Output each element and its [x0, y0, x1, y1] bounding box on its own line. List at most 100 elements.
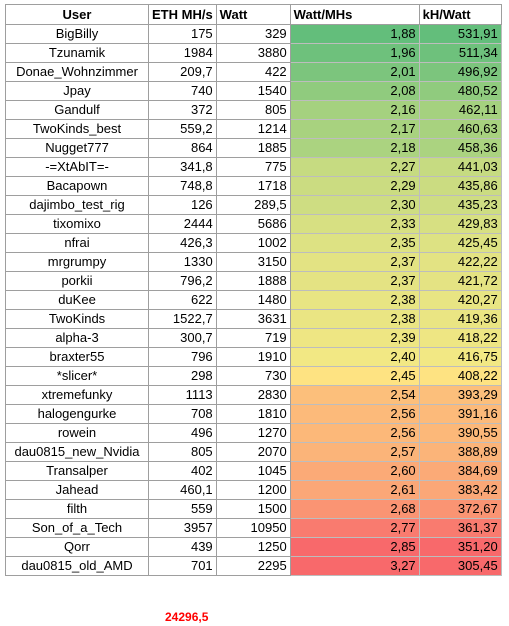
watt-per-mhs-cell[interactable]: 2,27	[289, 157, 420, 177]
watt-cell[interactable]: 2070	[215, 442, 291, 462]
kh-per-watt-cell[interactable]: 441,03	[418, 157, 502, 177]
user-cell[interactable]: xtremefunky	[5, 385, 149, 405]
kh-per-watt-cell[interactable]: 422,22	[418, 252, 502, 272]
watt-per-mhs-cell[interactable]: 2,56	[289, 404, 420, 424]
watt-per-mhs-cell[interactable]: 2,68	[289, 499, 420, 519]
watt-cell[interactable]: 1045	[215, 461, 291, 481]
user-cell[interactable]: Gandulf	[5, 100, 149, 120]
kh-per-watt-cell[interactable]: 390,55	[418, 423, 502, 443]
kh-per-watt-cell[interactable]: 435,86	[418, 176, 502, 196]
user-cell[interactable]: TwoKinds_best	[5, 119, 149, 139]
watt-per-mhs-cell[interactable]: 1,96	[289, 43, 420, 63]
user-cell[interactable]: duKee	[5, 290, 149, 310]
watt-cell[interactable]: 1200	[215, 480, 291, 500]
eth-cell[interactable]: 209,7	[148, 62, 217, 82]
watt-per-mhs-cell[interactable]: 2,08	[289, 81, 420, 101]
user-cell[interactable]: alpha-3	[5, 328, 149, 348]
user-cell[interactable]: BigBilly	[5, 24, 149, 44]
user-cell[interactable]: TwoKinds	[5, 309, 149, 329]
kh-per-watt-cell[interactable]: 429,83	[418, 214, 502, 234]
watt-per-mhs-cell[interactable]: 2,38	[289, 309, 420, 329]
kh-per-watt-cell[interactable]: 372,67	[418, 499, 502, 519]
eth-cell[interactable]: 460,1	[148, 480, 217, 500]
watt-per-mhs-cell[interactable]: 2,40	[289, 347, 420, 367]
user-cell[interactable]: -=XtAbIT=-	[5, 157, 149, 177]
kh-per-watt-cell[interactable]: 393,29	[418, 385, 502, 405]
user-cell[interactable]: tixomixo	[5, 214, 149, 234]
watt-per-mhs-cell[interactable]: 2,77	[289, 518, 420, 538]
user-cell[interactable]: porkii	[5, 271, 149, 291]
watt-cell[interactable]: 775	[215, 157, 291, 177]
kh-per-watt-cell[interactable]: 408,22	[418, 366, 502, 386]
user-cell[interactable]: Jpay	[5, 81, 149, 101]
eth-cell[interactable]: 740	[148, 81, 217, 101]
eth-cell[interactable]: 1113	[148, 385, 217, 405]
eth-cell[interactable]: 748,8	[148, 176, 217, 196]
watt-cell[interactable]: 1500	[215, 499, 291, 519]
watt-cell[interactable]: 1002	[215, 233, 291, 253]
watt-cell[interactable]: 1888	[215, 271, 291, 291]
watt-per-mhs-cell[interactable]: 2,33	[289, 214, 420, 234]
user-cell[interactable]: Transalper	[5, 461, 149, 481]
eth-cell[interactable]: 796	[148, 347, 217, 367]
watt-cell[interactable]: 730	[215, 366, 291, 386]
eth-cell[interactable]: 300,7	[148, 328, 217, 348]
eth-cell[interactable]: 3957	[148, 518, 217, 538]
watt-cell[interactable]: 719	[215, 328, 291, 348]
watt-per-mhs-cell[interactable]: 2,56	[289, 423, 420, 443]
eth-cell[interactable]: 559	[148, 499, 217, 519]
header-kh-per-watt[interactable]: kH/Watt	[418, 4, 502, 25]
watt-per-mhs-cell[interactable]: 2,01	[289, 62, 420, 82]
watt-per-mhs-cell[interactable]: 2,18	[289, 138, 420, 158]
watt-per-mhs-cell[interactable]: 1,88	[289, 24, 420, 44]
eth-cell[interactable]: 1330	[148, 252, 217, 272]
user-cell[interactable]: dau0815_new_Nvidia	[5, 442, 149, 462]
watt-per-mhs-cell[interactable]: 2,37	[289, 252, 420, 272]
kh-per-watt-cell[interactable]: 421,72	[418, 271, 502, 291]
watt-per-mhs-cell[interactable]: 2,35	[289, 233, 420, 253]
watt-cell[interactable]: 1214	[215, 119, 291, 139]
header-user[interactable]: User	[5, 4, 149, 25]
watt-cell[interactable]: 5686	[215, 214, 291, 234]
user-cell[interactable]: dajimbo_test_rig	[5, 195, 149, 215]
user-cell[interactable]: Donae_Wohnzimmer	[5, 62, 149, 82]
user-cell[interactable]: *slicer*	[5, 366, 149, 386]
eth-cell[interactable]: 2444	[148, 214, 217, 234]
header-watt[interactable]: Watt	[215, 4, 291, 25]
watt-cell[interactable]: 289,5	[215, 195, 291, 215]
user-cell[interactable]: halogengurke	[5, 404, 149, 424]
watt-cell[interactable]: 1810	[215, 404, 291, 424]
watt-per-mhs-cell[interactable]: 2,30	[289, 195, 420, 215]
watt-per-mhs-cell[interactable]: 2,29	[289, 176, 420, 196]
user-cell[interactable]: Qorr	[5, 537, 149, 557]
eth-cell[interactable]: 126	[148, 195, 217, 215]
watt-per-mhs-cell[interactable]: 3,27	[289, 556, 420, 576]
eth-cell[interactable]: 426,3	[148, 233, 217, 253]
eth-cell[interactable]: 496	[148, 423, 217, 443]
eth-cell[interactable]: 402	[148, 461, 217, 481]
user-cell[interactable]: filth	[5, 499, 149, 519]
watt-cell[interactable]: 1910	[215, 347, 291, 367]
eth-cell[interactable]: 298	[148, 366, 217, 386]
watt-per-mhs-cell[interactable]: 2,39	[289, 328, 420, 348]
eth-cell[interactable]: 341,8	[148, 157, 217, 177]
user-cell[interactable]: Nugget777	[5, 138, 149, 158]
eth-cell[interactable]: 622	[148, 290, 217, 310]
kh-per-watt-cell[interactable]: 462,11	[418, 100, 502, 120]
kh-per-watt-cell[interactable]: 388,89	[418, 442, 502, 462]
kh-per-watt-cell[interactable]: 480,52	[418, 81, 502, 101]
kh-per-watt-cell[interactable]: 435,23	[418, 195, 502, 215]
watt-per-mhs-cell[interactable]: 2,54	[289, 385, 420, 405]
watt-cell[interactable]: 422	[215, 62, 291, 82]
user-cell[interactable]: mrgrumpy	[5, 252, 149, 272]
user-cell[interactable]: braxter55	[5, 347, 149, 367]
watt-cell[interactable]: 2830	[215, 385, 291, 405]
watt-per-mhs-cell[interactable]: 2,16	[289, 100, 420, 120]
kh-per-watt-cell[interactable]: 391,16	[418, 404, 502, 424]
watt-cell[interactable]: 1885	[215, 138, 291, 158]
header-watt-per-mhs[interactable]: Watt/MHs	[289, 4, 420, 25]
watt-cell[interactable]: 1718	[215, 176, 291, 196]
eth-cell[interactable]: 439	[148, 537, 217, 557]
watt-cell[interactable]: 2295	[215, 556, 291, 576]
kh-per-watt-cell[interactable]: 383,42	[418, 480, 502, 500]
